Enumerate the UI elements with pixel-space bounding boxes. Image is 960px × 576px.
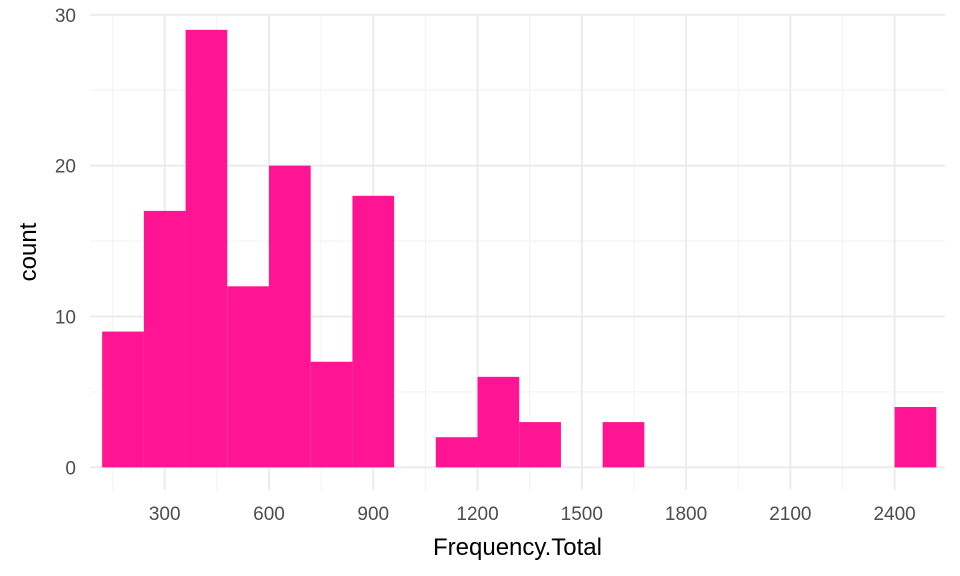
- x-axis-tick-labels: 300 600 900 1200 1500 1800 2100 2400: [149, 504, 916, 525]
- y-tick-label: 20: [55, 157, 76, 178]
- x-tick-label: 300: [149, 504, 181, 525]
- x-tick-label: 600: [253, 504, 285, 525]
- histogram-bar: [227, 286, 269, 468]
- x-axis-title: Frequency.Total: [433, 534, 602, 561]
- histogram-bar: [435, 437, 478, 468]
- histogram-bar: [602, 422, 645, 468]
- y-axis-title: count: [15, 222, 42, 281]
- y-tick-label: 30: [55, 6, 76, 27]
- histogram-bar: [268, 165, 311, 468]
- x-tick-label: 2100: [769, 504, 811, 525]
- y-axis-tick-labels: 0 10 20 30: [55, 6, 76, 480]
- histogram-bar: [477, 376, 520, 468]
- histogram-bar: [102, 331, 144, 468]
- histogram-bar: [894, 407, 937, 468]
- histogram-bar: [143, 210, 186, 468]
- histogram-bar: [519, 422, 561, 468]
- x-tick-label: 1500: [561, 504, 603, 525]
- x-tick-label: 900: [357, 504, 389, 525]
- histogram-bar: [310, 361, 353, 468]
- x-tick-label: 1200: [456, 504, 498, 525]
- y-tick-label: 0: [65, 458, 76, 479]
- x-tick-label: 2400: [873, 504, 915, 525]
- y-tick-label: 10: [55, 307, 76, 328]
- histogram-bars: [102, 29, 937, 468]
- histogram-bar: [352, 195, 395, 468]
- x-tick-label: 1800: [665, 504, 707, 525]
- histogram-bar: [185, 29, 228, 468]
